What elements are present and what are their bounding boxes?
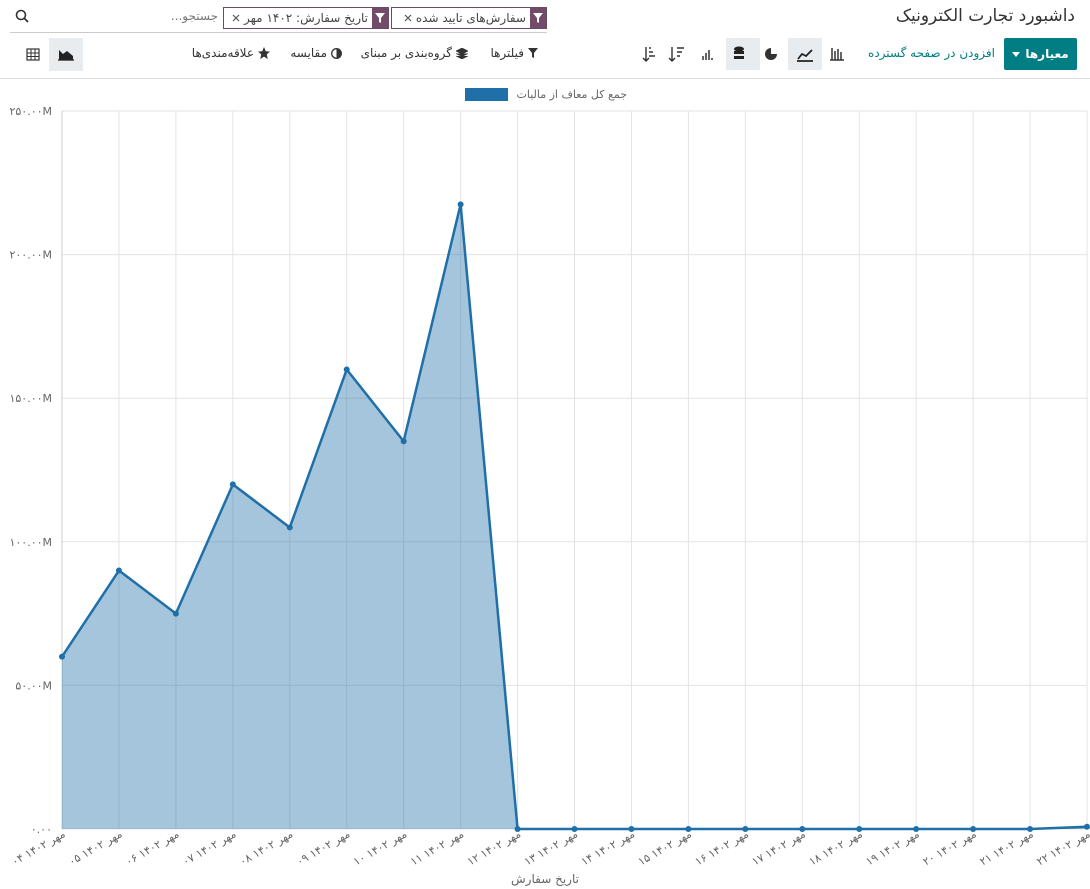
- graph-view-icon[interactable]: [58, 50, 74, 61]
- x-tick-label: ۱۹ مهر ۱۴۰۲: [864, 827, 922, 868]
- x-tick-label: ۱۵ مهر ۱۴۰۲: [636, 827, 694, 868]
- compare-button[interactable]: مقایسه: [290, 46, 342, 60]
- page-title: داشبورد تجارت الکترونیک: [895, 6, 1075, 26]
- line-chart-icon[interactable]: [797, 49, 813, 62]
- filters-button[interactable]: فیلترها: [490, 46, 538, 60]
- search-facet[interactable]: سفارش‌های تایید شده: [391, 7, 547, 29]
- data-point: [229, 481, 236, 488]
- measures-button[interactable]: معیارها: [1004, 38, 1077, 70]
- divider: [0, 78, 1090, 79]
- bar-chart-icon[interactable]: [830, 48, 844, 61]
- chart-toolbar: [642, 38, 844, 70]
- favorites-button[interactable]: علاقه‌مندی‌ها: [192, 46, 270, 60]
- facet-remove[interactable]: [404, 14, 412, 22]
- data-point: [742, 826, 749, 832]
- view-switcher: [26, 38, 83, 71]
- groupby-button[interactable]: گروه‌بندی بر مبنای: [361, 46, 468, 60]
- legend-label: جمع کل معاف از مالیات: [516, 88, 627, 101]
- x-tick-label: ۰۵ مهر ۱۴۰۲: [66, 827, 124, 868]
- y-tick-label: ۰.۰۰: [31, 823, 52, 836]
- facet-text: سفارش‌های تایید شده: [415, 11, 526, 25]
- data-point: [286, 524, 293, 531]
- x-tick-label: ۲۱ مهر ۱۴۰۲: [978, 827, 1036, 868]
- data-point: [1084, 823, 1090, 830]
- cumulative-icon[interactable]: [702, 50, 713, 60]
- y-tick-label: ۲۰۰.۰۰M: [9, 249, 52, 262]
- data-point: [514, 826, 521, 832]
- data-point: [115, 567, 122, 574]
- data-point: [59, 653, 65, 660]
- x-axis-title: تاریخ سفارش: [511, 872, 579, 887]
- y-tick-label: ۲۵۰.۰۰M: [9, 105, 52, 118]
- x-tick-label: ۰۷ مهر ۱۴۰۲: [180, 827, 238, 868]
- button-label: گروه‌بندی بر مبنای: [360, 46, 452, 60]
- x-tick-label: ۱۸ مهر ۱۴۰۲: [807, 827, 865, 868]
- data-point: [400, 438, 407, 445]
- x-tick-label: ۰۶ مهر ۱۴۰۲: [123, 827, 181, 868]
- data-point: [628, 826, 635, 832]
- data-point: [571, 826, 578, 832]
- x-tick-label: ۰۹ مهر ۱۴۰۲: [294, 827, 352, 868]
- y-tick-label: ۱۰۰.۰۰M: [9, 536, 52, 549]
- button-label: علاقه‌مندی‌ها: [191, 46, 254, 60]
- x-tick-label: ۱۷ مهر ۱۴۰۲: [750, 827, 808, 868]
- data-point: [685, 826, 692, 832]
- facet-remove[interactable]: [232, 14, 240, 22]
- y-tick-label: ۵۰.۰۰M: [15, 679, 52, 692]
- data-point: [913, 826, 920, 832]
- data-point: [856, 826, 863, 832]
- data-point: [343, 366, 350, 373]
- data-point: [799, 826, 806, 832]
- stacked-icon[interactable]: [734, 46, 744, 60]
- facet-text: تاریخ سفارش: ۱۴۰۲ مهر: [244, 11, 368, 25]
- x-tick-label: ۲۰ مهر ۱۴۰۲: [921, 827, 979, 868]
- button-label: فیلترها: [490, 46, 524, 60]
- insert-spreadsheet[interactable]: افزودن در صفحه گسترده: [868, 46, 995, 60]
- search-placeholder[interactable]: جستجو...: [170, 9, 218, 23]
- search-facet[interactable]: تاریخ سفارش: ۱۴۰۲ مهر: [223, 7, 389, 29]
- data-point: [1027, 826, 1034, 832]
- x-tick-label: ۰۸ مهر ۱۴۰۲: [237, 827, 295, 868]
- data-point: [457, 201, 464, 208]
- sort-asc-icon[interactable]: [642, 47, 655, 62]
- data-point: [172, 610, 179, 617]
- x-tick-label: ۱۳ مهر ۱۴۰۲: [522, 827, 580, 868]
- button-label: مقایسه: [290, 46, 327, 60]
- y-tick-label: ۱۵۰.۰۰M: [9, 392, 52, 405]
- x-tick-label: ۱۲ مهر ۱۴۰۲: [465, 827, 523, 868]
- legend-swatch: [465, 88, 508, 101]
- sort-desc-icon[interactable]: [668, 47, 684, 62]
- search-icon[interactable]: [15, 9, 29, 23]
- pivot-view-icon[interactable]: [26, 48, 40, 61]
- data-point: [970, 826, 977, 832]
- x-tick-label: ۱۰ مهر ۱۴۰۲: [351, 827, 409, 868]
- active-view-bg: [788, 38, 822, 70]
- button-label: معیارها: [1025, 47, 1069, 61]
- area: [62, 204, 1087, 830]
- pie-chart-icon[interactable]: [765, 46, 779, 60]
- x-tick-label: ۱۴ مهر ۱۴۰۲: [579, 827, 637, 868]
- x-tick-label: ۱۶ مهر ۱۴۰۲: [693, 827, 751, 868]
- x-tick-label: ۱۱ مهر ۱۴۰۲: [408, 827, 466, 868]
- search-bar[interactable]: [10, 0, 547, 33]
- x-tick-label: ۲۲ مهر ۱۴۰۲: [1034, 827, 1090, 868]
